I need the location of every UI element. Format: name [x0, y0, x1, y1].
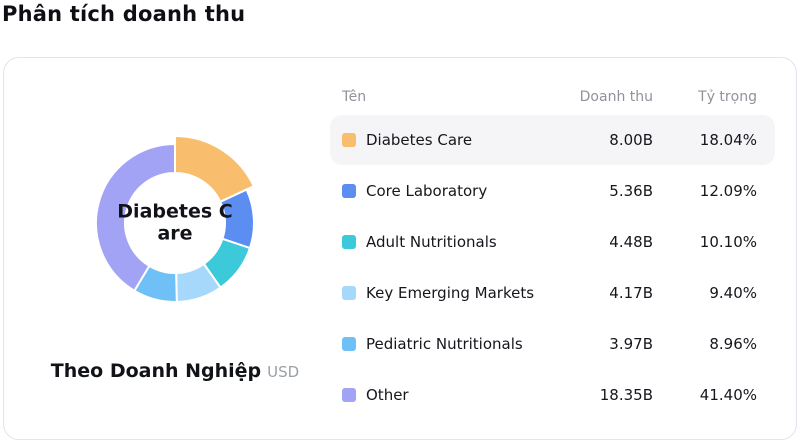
table-row[interactable]: Other 18.35B 41.40%	[330, 370, 775, 420]
donut-center-label-line2: are	[157, 223, 193, 245]
table-row[interactable]: Core Laboratory 5.36B 12.09%	[330, 166, 775, 216]
chart-caption: Theo Doanh Nghiệp USD	[51, 360, 299, 382]
table-row[interactable]: Diabetes Care 8.00B 18.04%	[330, 115, 775, 165]
donut-slice-other[interactable]	[94, 143, 176, 292]
row-revenue: 5.36B	[609, 182, 653, 200]
revenue-analysis-card: Diabetes C are Theo Doanh Nghiệp USD Tên …	[3, 57, 797, 440]
row-share: 9.40%	[709, 284, 757, 302]
table-row[interactable]: Key Emerging Markets 4.17B 9.40%	[330, 268, 775, 318]
row-share: 8.96%	[709, 335, 757, 353]
row-name: Other	[366, 386, 409, 404]
donut-slice-diabetes-care[interactable]	[174, 135, 255, 203]
row-revenue: 18.35B	[599, 386, 653, 404]
legend-swatch	[342, 286, 356, 300]
page-title: Phân tích doanh thu	[2, 2, 246, 26]
column-header-revenue: Doanh thu	[579, 89, 653, 105]
row-revenue: 8.00B	[609, 131, 653, 149]
donut-chart[interactable]	[65, 113, 285, 333]
row-name: Key Emerging Markets	[366, 284, 535, 302]
row-name: Core Laboratory	[366, 182, 488, 200]
row-name: Pediatric Nutritionals	[366, 335, 523, 353]
chart-caption-title: Theo Doanh Nghiệp	[50, 360, 262, 382]
legend-swatch	[342, 133, 356, 147]
row-share: 10.10%	[699, 233, 757, 251]
row-name: Diabetes Care	[366, 131, 473, 149]
column-header-share: Tỷ trọng	[698, 89, 757, 105]
donut-chart-pane: Diabetes C are Theo Doanh Nghiệp USD	[4, 58, 324, 439]
table-header: Tên Doanh thu Tỷ trọng	[330, 88, 775, 106]
row-revenue: 4.48B	[609, 233, 653, 251]
legend-swatch	[342, 184, 356, 198]
breakdown-table: Tên Doanh thu Tỷ trọng Diabetes Care 8.0…	[324, 58, 796, 439]
donut-center-label-line1: Diabetes C	[117, 200, 233, 223]
column-header-name: Tên	[342, 89, 367, 105]
row-revenue: 3.97B	[609, 335, 653, 353]
donut-center-label: Diabetes C are	[110, 201, 240, 246]
row-share: 41.40%	[699, 386, 757, 404]
legend-swatch	[342, 337, 356, 351]
table-row[interactable]: Pediatric Nutritionals 3.97B 8.96%	[330, 319, 775, 369]
row-share: 18.04%	[699, 131, 757, 149]
legend-swatch	[342, 388, 356, 402]
row-revenue: 4.17B	[609, 284, 653, 302]
table-row[interactable]: Adult Nutritionals 4.48B 10.10%	[330, 217, 775, 267]
row-name: Adult Nutritionals	[366, 233, 497, 251]
legend-swatch	[342, 235, 356, 249]
chart-caption-unit: USD	[267, 363, 300, 381]
row-share: 12.09%	[699, 182, 757, 200]
